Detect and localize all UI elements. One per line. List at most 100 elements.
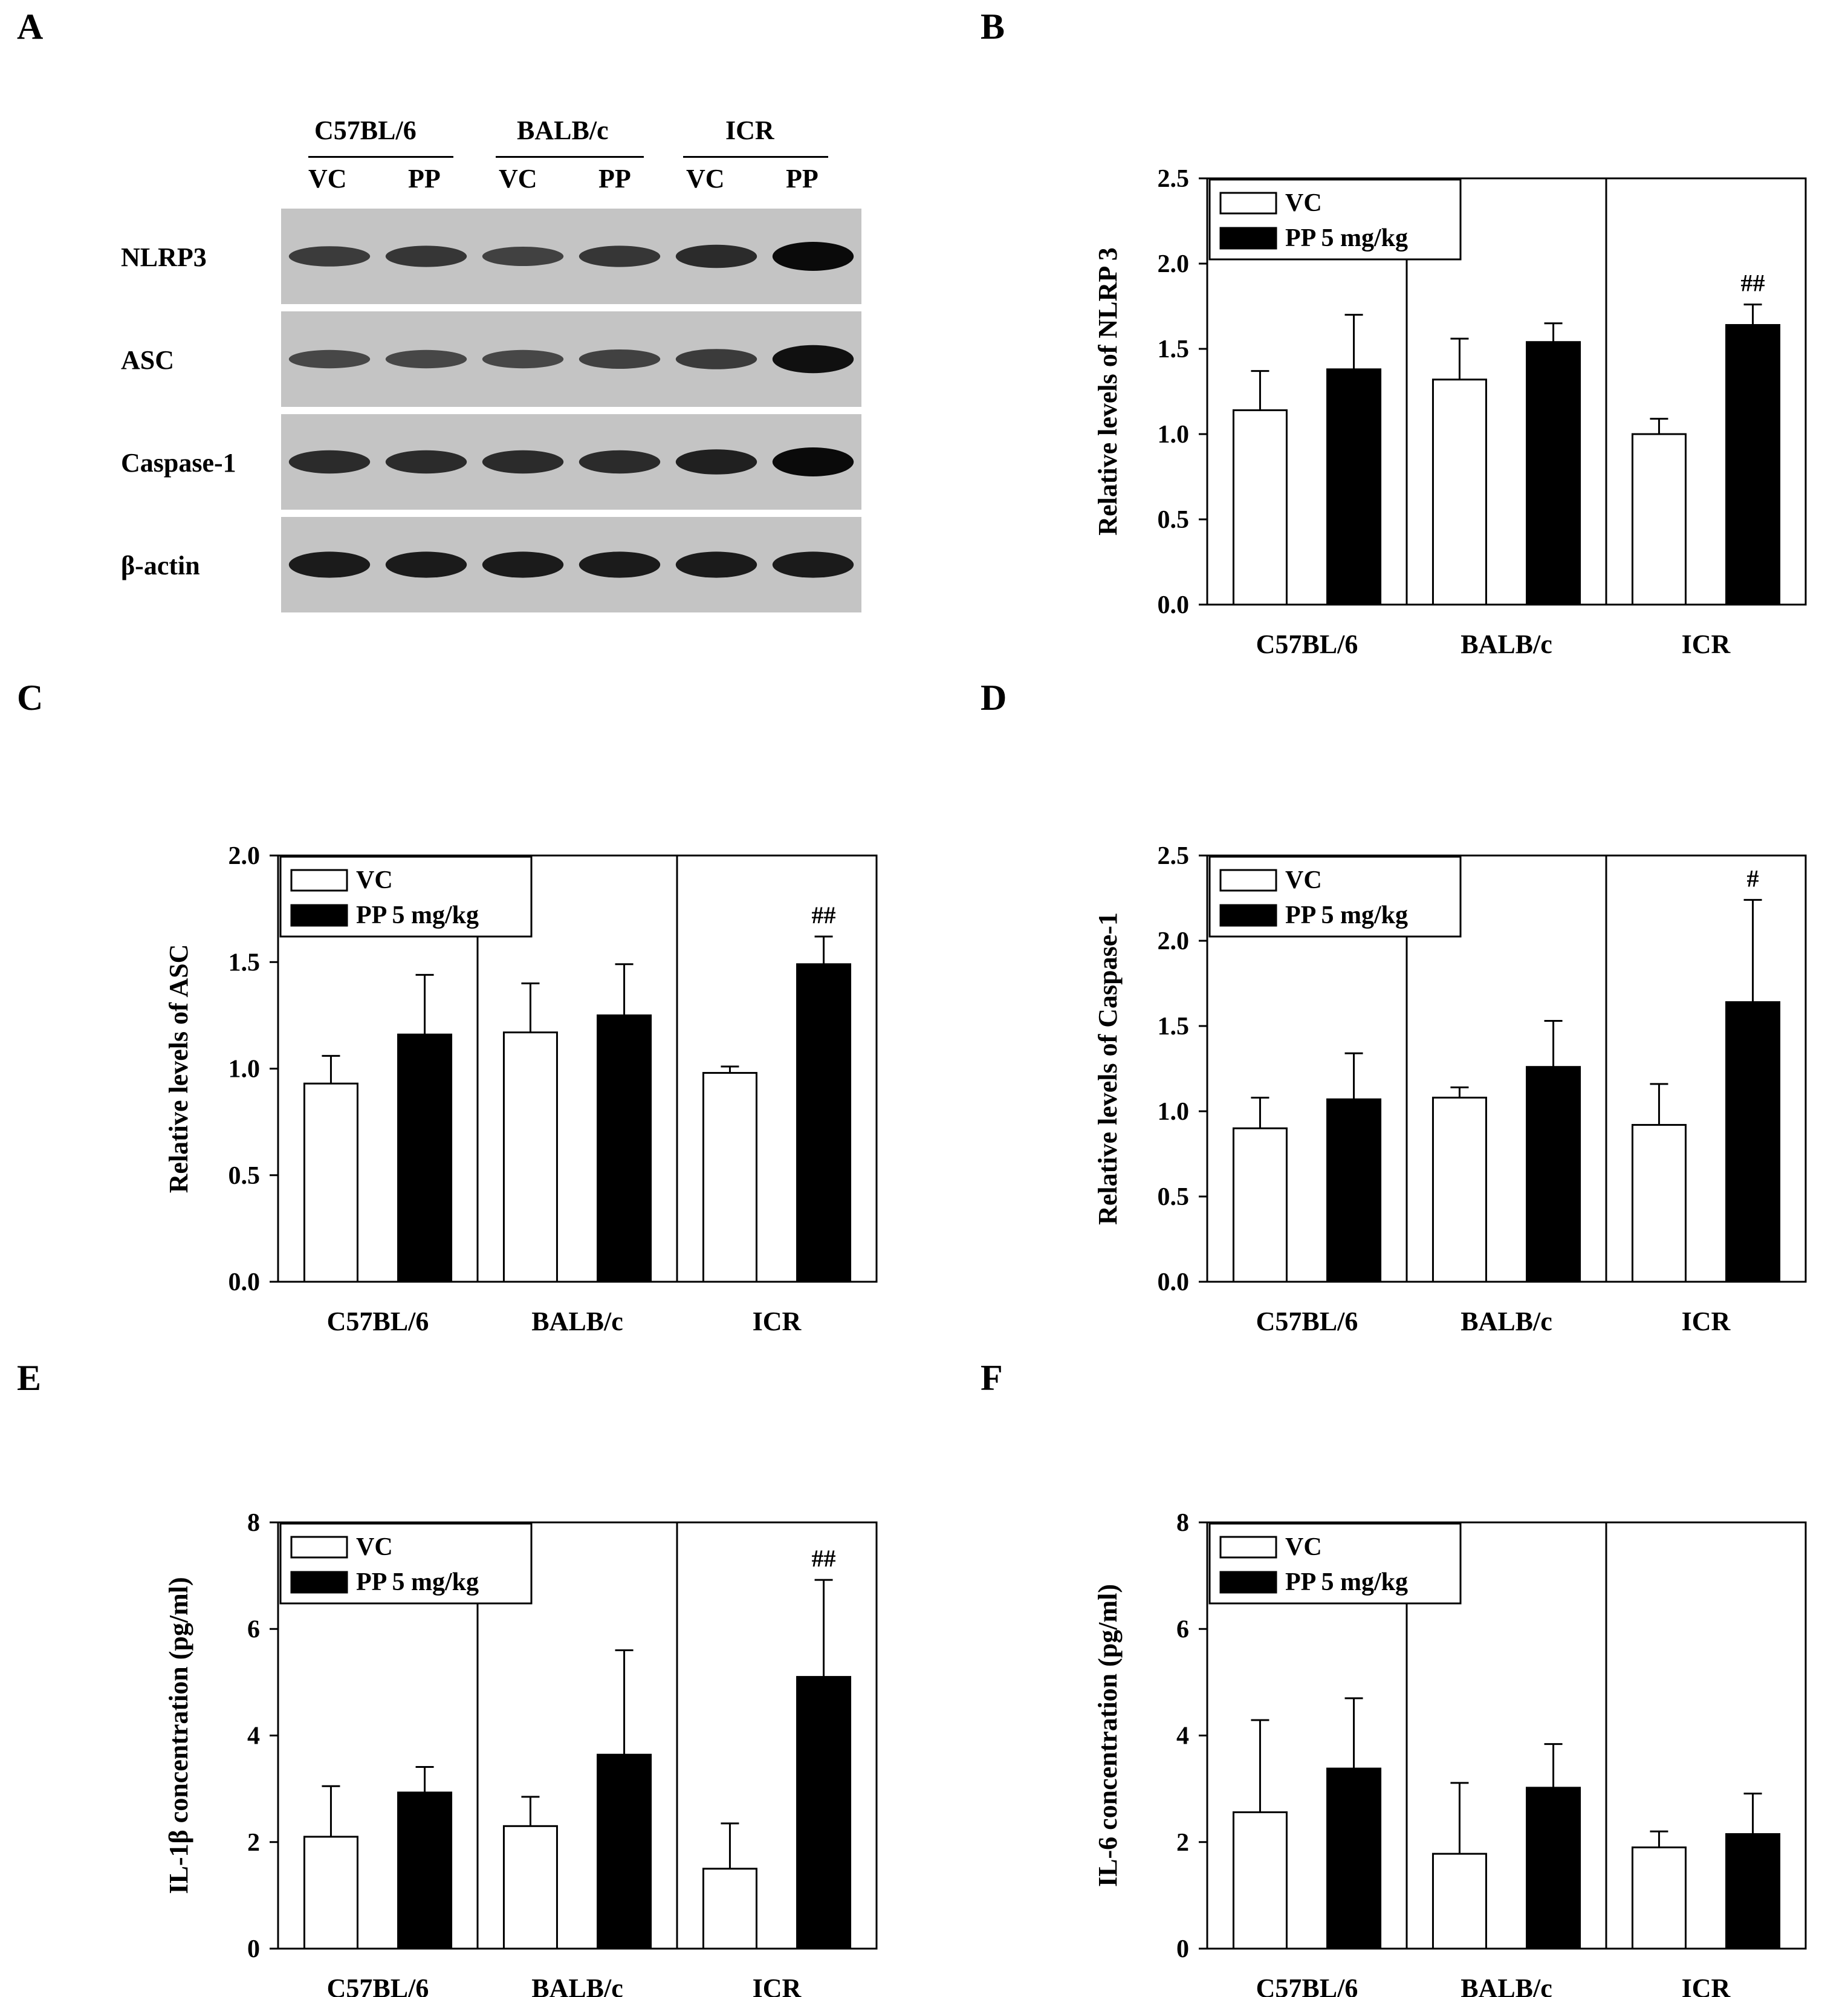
y-tick-label: 4 bbox=[247, 1723, 260, 1750]
panel-label-b: B bbox=[981, 7, 1005, 47]
blot-band bbox=[385, 551, 467, 578]
legend-label-pp: PP 5 mg/kg bbox=[1285, 1568, 1408, 1596]
strain-underline bbox=[683, 156, 828, 158]
blot-band bbox=[675, 349, 757, 369]
y-tick-label: 2.0 bbox=[229, 842, 261, 870]
bar-pp bbox=[1526, 1787, 1581, 1950]
y-tick-label: 6 bbox=[247, 1615, 260, 1643]
bar-vc bbox=[1431, 1853, 1487, 1950]
significance-marker: ## bbox=[812, 901, 836, 929]
blot-strip bbox=[281, 517, 861, 612]
y-axis-label: Relative levels of ASC bbox=[164, 944, 193, 1193]
panel-label-f: F bbox=[981, 1358, 1003, 1398]
y-tick-label: 8 bbox=[247, 1509, 260, 1537]
x-tick-label: C57BL/6 bbox=[327, 1973, 429, 1997]
legend-label-pp: PP 5 mg/kg bbox=[1285, 224, 1408, 252]
blot-band bbox=[288, 450, 371, 474]
blot-strip bbox=[281, 209, 861, 304]
chart-panel-c: 0.0 0.5 1.0 1.5 2.0 Relative levels of ASC C57… bbox=[164, 842, 878, 1336]
y-tick-label: 2.5 bbox=[1158, 842, 1190, 870]
bar-pp bbox=[1326, 1767, 1382, 1950]
bar-pp bbox=[397, 1791, 453, 1950]
blot-strain-label: C57BL/6 bbox=[314, 115, 417, 145]
bar-pp bbox=[397, 1033, 453, 1283]
y-tick-label: 8 bbox=[1176, 1509, 1189, 1537]
blot-lane-label: PP bbox=[786, 164, 819, 193]
legend-swatch-pp bbox=[290, 1571, 348, 1594]
blot-lane-label: VC bbox=[499, 164, 537, 193]
blot-row-label: β-actin bbox=[121, 551, 200, 580]
x-tick-label: C57BL/6 bbox=[327, 1307, 429, 1336]
y-axis-label: Relative levels of NLRP 3 bbox=[1093, 247, 1123, 536]
blot-band bbox=[385, 450, 467, 474]
legend-label-vc: VC bbox=[1285, 1533, 1322, 1561]
y-tick-label: 0.5 bbox=[229, 1162, 261, 1190]
blot-lane-label: VC bbox=[308, 164, 347, 193]
y-tick-label: 1.0 bbox=[1158, 1098, 1190, 1126]
y-tick-label: 2.0 bbox=[1158, 250, 1190, 278]
blot-image bbox=[281, 209, 861, 612]
bar-pp bbox=[1725, 324, 1781, 606]
y-tick-label: 4 bbox=[1176, 1723, 1189, 1750]
blot-band bbox=[482, 247, 564, 266]
bar-vc bbox=[1232, 409, 1288, 606]
legend-label-vc: VC bbox=[356, 1533, 393, 1561]
legend-swatch-vc bbox=[1219, 869, 1277, 892]
blot-strain-label: BALB/c bbox=[517, 115, 609, 145]
blot-band bbox=[675, 449, 757, 475]
legend-label-vc: VC bbox=[1285, 189, 1322, 217]
bar-vc bbox=[1431, 1096, 1487, 1283]
western-blot-panel: C57BL/6 BALB/c ICR VC PP VC PP VC PP NLR… bbox=[0, 0, 907, 635]
legend-swatch-pp bbox=[290, 904, 348, 927]
blot-band bbox=[288, 246, 371, 267]
x-tick-label: BALB/c bbox=[531, 1307, 623, 1336]
legend-swatch-pp bbox=[1219, 227, 1277, 250]
bar-vc bbox=[1431, 378, 1487, 606]
bar-vc bbox=[502, 1031, 558, 1283]
y-tick-label: 0 bbox=[1176, 1935, 1189, 1963]
blot-band bbox=[385, 245, 467, 267]
legend-swatch-vc bbox=[1219, 192, 1277, 215]
bar-vc bbox=[1631, 1846, 1687, 1950]
legend-label-vc: VC bbox=[1285, 866, 1322, 894]
panel-label-a: A bbox=[17, 7, 44, 47]
bar-pp bbox=[796, 963, 852, 1283]
chart-panel-e: 0 2 4 6 8 IL-1β concentration (pg/ml) C57BL/6 B… bbox=[164, 1509, 878, 1997]
x-tick-label: BALB/c bbox=[1461, 1307, 1552, 1336]
x-tick-label: BALB/c bbox=[531, 1973, 623, 1997]
strain-underline bbox=[308, 156, 453, 158]
significance-marker: ## bbox=[1741, 270, 1765, 297]
x-tick-label: BALB/c bbox=[1461, 1973, 1552, 1997]
blot-band bbox=[772, 447, 854, 476]
blot-band bbox=[772, 242, 854, 271]
y-tick-label: 1.5 bbox=[1158, 1013, 1190, 1041]
y-tick-label: 0.0 bbox=[229, 1268, 261, 1296]
bar-pp bbox=[1725, 1833, 1781, 1950]
y-tick-label: 2 bbox=[247, 1829, 260, 1857]
bar-pp bbox=[1725, 1001, 1781, 1283]
plot-frame bbox=[1206, 177, 1807, 606]
bar-pp bbox=[1526, 1066, 1581, 1283]
x-tick-label: C57BL/6 bbox=[1256, 1973, 1358, 1997]
blot-lane-label: VC bbox=[686, 164, 725, 193]
y-tick-label: 0.5 bbox=[1158, 1183, 1190, 1211]
strain-underline bbox=[496, 156, 644, 158]
chart-panel-b: 0.0 0.5 1.0 1.5 2.0 2.5 Relative levels of NLR… bbox=[1093, 165, 1807, 659]
bar-pp bbox=[597, 1014, 652, 1283]
x-tick-label: C57BL/6 bbox=[1256, 629, 1358, 659]
blot-band bbox=[772, 345, 854, 374]
x-tick-label: ICR bbox=[1682, 1973, 1731, 1997]
x-tick-label: ICR bbox=[1682, 1307, 1731, 1336]
blot-band bbox=[288, 551, 371, 578]
significance-marker: # bbox=[1747, 865, 1759, 892]
legend-swatch-pp bbox=[1219, 904, 1277, 927]
legend-swatch-vc bbox=[1219, 1536, 1277, 1559]
blot-strip bbox=[281, 311, 861, 407]
y-tick-label: 6 bbox=[1176, 1615, 1189, 1643]
y-tick-label: 0.5 bbox=[1158, 506, 1190, 534]
y-tick-label: 2.5 bbox=[1158, 165, 1190, 193]
y-tick-label: 0.0 bbox=[1158, 591, 1190, 619]
bar-pp bbox=[1526, 341, 1581, 606]
y-axis-label: Relative levels of Caspase-1 bbox=[1093, 912, 1123, 1225]
y-tick-label: 2 bbox=[1176, 1829, 1189, 1857]
